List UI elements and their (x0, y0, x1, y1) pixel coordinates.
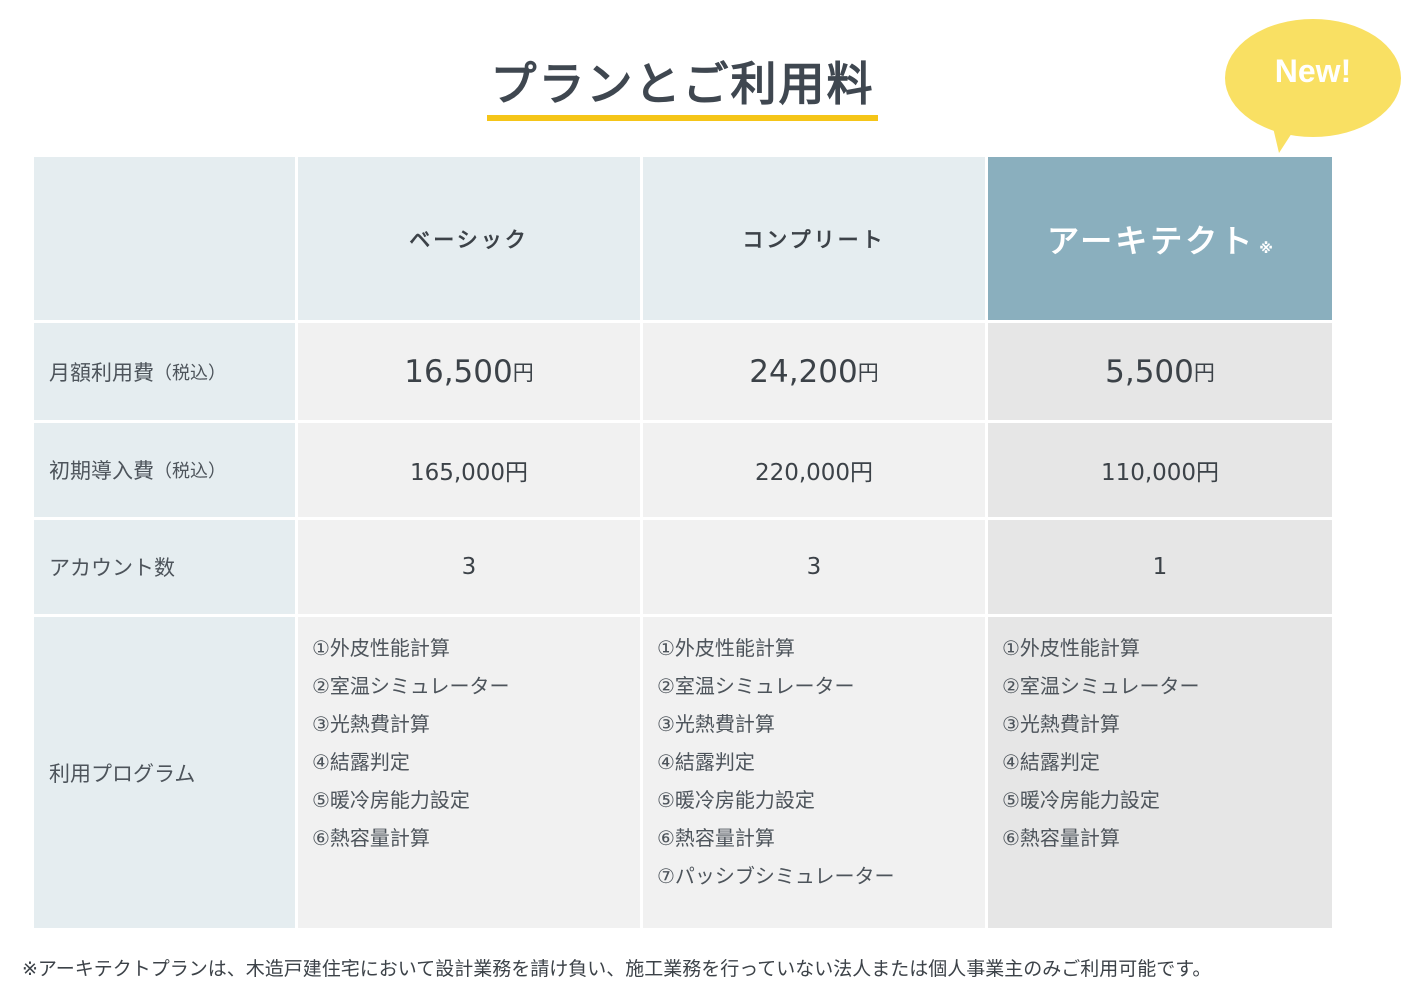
row-label-initial-fee: 初期導入費 （税込） (34, 420, 298, 517)
initial-fee-architect: 110,000円 (988, 420, 1332, 517)
table-row-accounts: アカウント数 3 3 1 (34, 517, 1332, 614)
list-item: ①外皮性能計算 (312, 636, 450, 660)
price-amount: 24,200 (749, 353, 858, 390)
price-amount: 5,500 (1105, 353, 1194, 390)
table-row-monthly-fee: 月額利用費 （税込） 16,500 円 24,200 円 5,500 円 (34, 320, 1332, 420)
price-unit: 円 (512, 360, 534, 385)
plan-header-architect: アーキテクト ※ (988, 157, 1332, 320)
initial-fee-label: 初期導入費 (49, 459, 154, 483)
price-unit: 円 (857, 360, 879, 385)
accounts-complete: 3 (643, 517, 988, 614)
speech-bubble-tail (1271, 119, 1301, 153)
tax-included-note: （税込） (154, 362, 226, 384)
program-list-architect: ①外皮性能計算 ②室温シミュレーター ③光熱費計算 ④結露判定 ⑤暖冷房能力設定… (1002, 629, 1200, 857)
list-item: ①外皮性能計算 (1002, 636, 1140, 660)
accounts-value: 3 (806, 554, 822, 580)
accounts-basic: 3 (298, 517, 643, 614)
architect-plan-footnote: ※アーキテクトプランは、木造戸建住宅において設計業務を請け負い、施工業務を行って… (22, 958, 1212, 980)
list-item: ⑤暖冷房能力設定 (657, 788, 815, 812)
new-badge: New! (1225, 19, 1401, 153)
list-item: ⑦パッシブシミュレーター (657, 864, 895, 888)
title-underline (487, 115, 878, 121)
initial-fee-value: 220,000円 (754, 460, 874, 486)
table-row-programs: 利用プログラム ①外皮性能計算 ②室温シミュレーター ③光熱費計算 ④結露判定 … (34, 614, 1332, 928)
plan-name-architect: アーキテクト (1047, 221, 1256, 260)
table-header-row: ベーシック コンプリート アーキテクト ※ (34, 157, 1332, 320)
pricing-table: ベーシック コンプリート アーキテクト ※ 月額利用費 （税込） 16,500 円 2… (34, 157, 1332, 928)
monthly-fee-basic: 16,500 円 (298, 320, 643, 420)
initial-fee-basic: 165,000円 (298, 420, 643, 517)
list-item: ⑥熱容量計算 (657, 826, 775, 850)
list-item: ④結露判定 (657, 750, 755, 774)
programs-basic: ①外皮性能計算 ②室温シミュレーター ③光熱費計算 ④結露判定 ⑤暖冷房能力設定… (298, 614, 643, 928)
list-item: ②室温シミュレーター (657, 674, 855, 698)
plan-header-complete: コンプリート (643, 157, 988, 320)
speech-bubble-icon (1225, 19, 1401, 137)
page-title: プランとご利用料 (490, 57, 875, 111)
plan-name-complete: コンプリート (742, 227, 886, 252)
monthly-fee-label: 月額利用費 (49, 360, 154, 385)
programs-architect: ①外皮性能計算 ②室温シミュレーター ③光熱費計算 ④結露判定 ⑤暖冷房能力設定… (988, 614, 1332, 928)
programs-complete: ①外皮性能計算 ②室温シミュレーター ③光熱費計算 ④結露判定 ⑤暖冷房能力設定… (643, 614, 988, 928)
monthly-fee-architect: 5,500 円 (988, 320, 1332, 420)
list-item: ④結露判定 (312, 750, 410, 774)
footnote-mark: ※ (1259, 240, 1273, 257)
list-item: ⑤暖冷房能力設定 (312, 788, 470, 812)
plan-name-basic: ベーシック (409, 227, 529, 252)
program-list-complete: ①外皮性能計算 ②室温シミュレーター ③光熱費計算 ④結露判定 ⑤暖冷房能力設定… (657, 629, 895, 895)
row-label-programs: 利用プログラム (34, 614, 298, 928)
list-item: ②室温シミュレーター (1002, 674, 1200, 698)
new-badge-label: New! (1274, 53, 1352, 89)
plan-header-basic: ベーシック (298, 157, 643, 320)
list-item: ⑥熱容量計算 (1002, 826, 1120, 850)
list-item: ③光熱費計算 (657, 712, 775, 736)
tax-included-note: （税込） (154, 461, 226, 482)
row-label-monthly-fee: 月額利用費 （税込） (34, 320, 298, 420)
programs-label: 利用プログラム (49, 761, 196, 786)
monthly-fee-complete: 24,200 円 (643, 320, 988, 420)
row-label-accounts: アカウント数 (34, 517, 298, 614)
initial-fee-value: 165,000円 (409, 460, 529, 486)
price-unit: 円 (1193, 360, 1215, 385)
list-item: ⑤暖冷房能力設定 (1002, 788, 1160, 812)
list-item: ④結露判定 (1002, 750, 1100, 774)
initial-fee-value: 110,000円 (1100, 460, 1220, 486)
accounts-label: アカウント数 (49, 556, 175, 580)
page-title-wrap: プランとご利用料 (487, 52, 878, 116)
list-item: ⑥熱容量計算 (312, 826, 430, 850)
list-item: ③光熱費計算 (312, 712, 430, 736)
program-list-basic: ①外皮性能計算 ②室温シミュレーター ③光熱費計算 ④結露判定 ⑤暖冷房能力設定… (312, 629, 510, 857)
initial-fee-complete: 220,000円 (643, 420, 988, 517)
header-empty-cell (34, 157, 298, 320)
price-amount: 16,500 (404, 353, 513, 390)
list-item: ①外皮性能計算 (657, 636, 795, 660)
accounts-architect: 1 (988, 517, 1332, 614)
accounts-value: 3 (461, 554, 477, 580)
list-item: ②室温シミュレーター (312, 674, 510, 698)
table-row-initial-fee: 初期導入費 （税込） 165,000円 220,000円 110,000円 (34, 420, 1332, 517)
accounts-value: 1 (1152, 554, 1168, 580)
list-item: ③光熱費計算 (1002, 712, 1120, 736)
